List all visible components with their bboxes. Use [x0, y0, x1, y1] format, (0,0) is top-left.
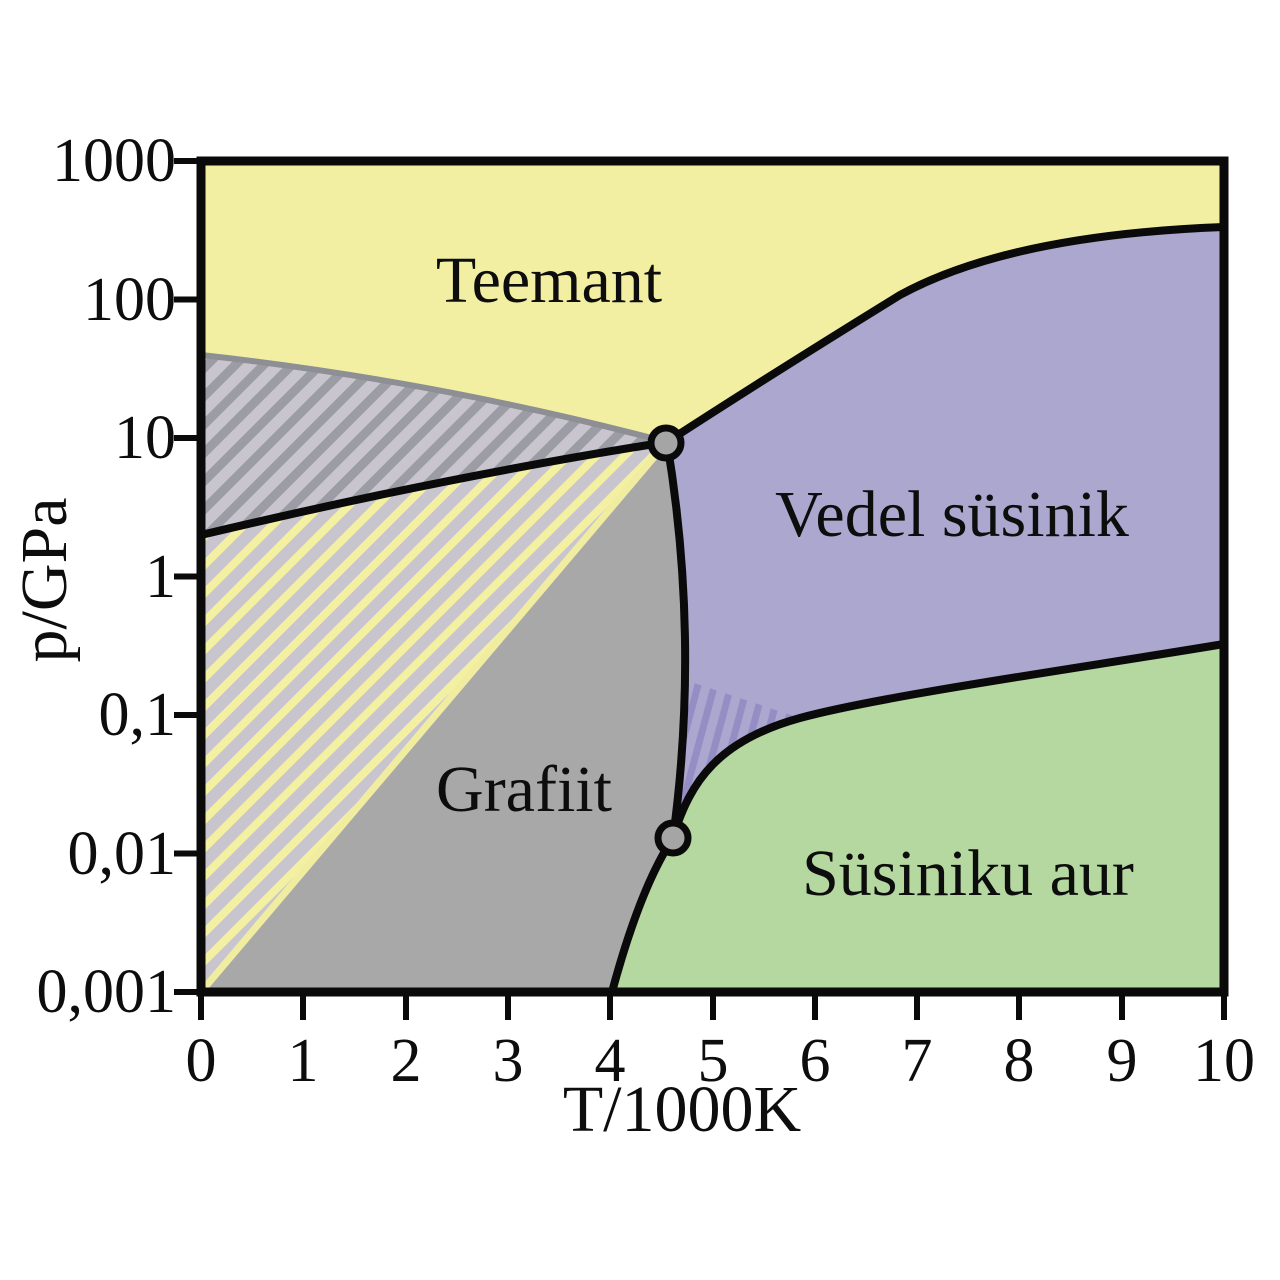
metastable-lower-yellow-line: [198, 439, 670, 995]
x-tick-label: 10: [1193, 1027, 1255, 1095]
x-tick-label: 6: [799, 1027, 831, 1095]
metastable-boundary-lines: [198, 352, 670, 995]
x-axis-title: T/1000K: [562, 1073, 802, 1146]
x-tick-label: 5: [697, 1027, 729, 1095]
triple-point-graphite-liquid-vapor: [654, 819, 692, 857]
region-label-liquid: Vedel süsinik: [775, 478, 1129, 551]
x-tick-label: 2: [390, 1027, 422, 1095]
y-tick-label: 0,001: [36, 958, 177, 1026]
y-tick-label: 1: [145, 542, 176, 611]
liquid-vapor-boundary: [669, 640, 1228, 842]
y-tick-label: 0,01: [67, 819, 177, 888]
x-tick-label: 1: [287, 1027, 319, 1095]
region-label-graphite: Grafiit: [436, 753, 612, 826]
region-label-diamond: Teemant: [435, 244, 663, 317]
x-tick-label: 7: [901, 1027, 933, 1095]
y-tick-label: 10: [114, 404, 176, 472]
x-tick-label: 3: [492, 1027, 524, 1095]
graphite-diamond-boundary: [197, 438, 671, 539]
y-tick-label: 100: [83, 265, 176, 334]
graphite-liquid-boundary: [663, 438, 690, 842]
metastable-upper-gray-line: [200, 352, 668, 445]
x-tick-label: 8: [1003, 1027, 1035, 1095]
y-tick-label: 0,1: [98, 681, 177, 749]
y-tick-label: 1000: [52, 127, 176, 195]
x-axis-ticks: [198, 993, 1227, 1020]
diamond-liquid-boundary: [663, 223, 1228, 446]
region-label-vapor: Süsiniku aur: [802, 837, 1134, 910]
metastable-zone-gray-hatch: [201, 355, 667, 535]
region-liquid-fill: [667, 227, 1224, 838]
x-tick-label: 0: [185, 1027, 217, 1095]
x-tick-label: 9: [1106, 1027, 1138, 1095]
x-tick-label: 4: [594, 1027, 626, 1095]
triple-point-graphite-diamond-liquid: [647, 424, 685, 462]
y-axis-ticks: [174, 158, 200, 995]
plot-border: [196, 156, 1229, 997]
metastable-liquid-purple-hatch: [673, 680, 800, 838]
